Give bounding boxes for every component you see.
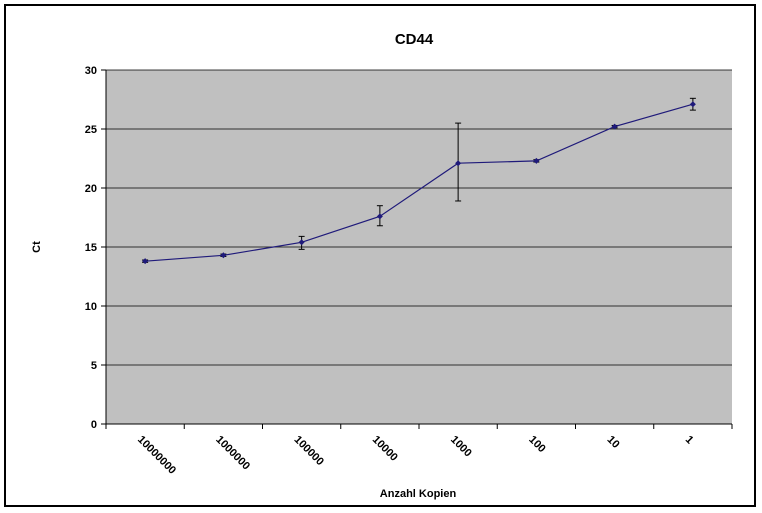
- gridlines: [106, 69, 732, 366]
- x-tick-label: 100: [526, 434, 547, 455]
- data-point: [220, 252, 227, 259]
- y-tick-label: 20: [85, 183, 97, 195]
- x-tick-label: 1: [683, 434, 696, 447]
- data-point: [298, 239, 305, 246]
- x-tick-label: 10000000: [135, 434, 178, 477]
- axes: [101, 69, 733, 429]
- y-tick-label: 0: [91, 419, 97, 431]
- x-tick-label: 100000: [292, 434, 326, 468]
- y-tick-labels: 0 5 10 15 20 25 30: [85, 65, 97, 431]
- data-point: [611, 123, 618, 130]
- x-tick-labels: 10000000 1000000 100000 10000 1000 100 10 1: [135, 434, 696, 477]
- data-points: [142, 101, 696, 265]
- chart-title: CD44: [395, 31, 434, 48]
- x-tick-label: 1000000: [213, 434, 252, 473]
- y-tick-label: 15: [85, 242, 97, 254]
- series-line: [145, 103, 694, 262]
- data-point: [142, 258, 149, 265]
- x-axis-label: Anzahl Kopien: [380, 488, 457, 500]
- data-point: [455, 160, 462, 167]
- data-point: [689, 101, 696, 108]
- y-tick-label: 5: [91, 360, 97, 372]
- data-point: [376, 213, 383, 220]
- x-tick-label: 1000: [448, 434, 474, 460]
- y-tick-label: 25: [85, 124, 97, 136]
- x-tick-label: 10: [605, 434, 622, 451]
- data-point: [533, 157, 540, 164]
- y-axis-label: Ct: [31, 241, 43, 253]
- y-tick-label: 30: [85, 65, 97, 77]
- y-tick-label: 10: [85, 301, 97, 313]
- x-tick-label: 10000: [370, 434, 400, 464]
